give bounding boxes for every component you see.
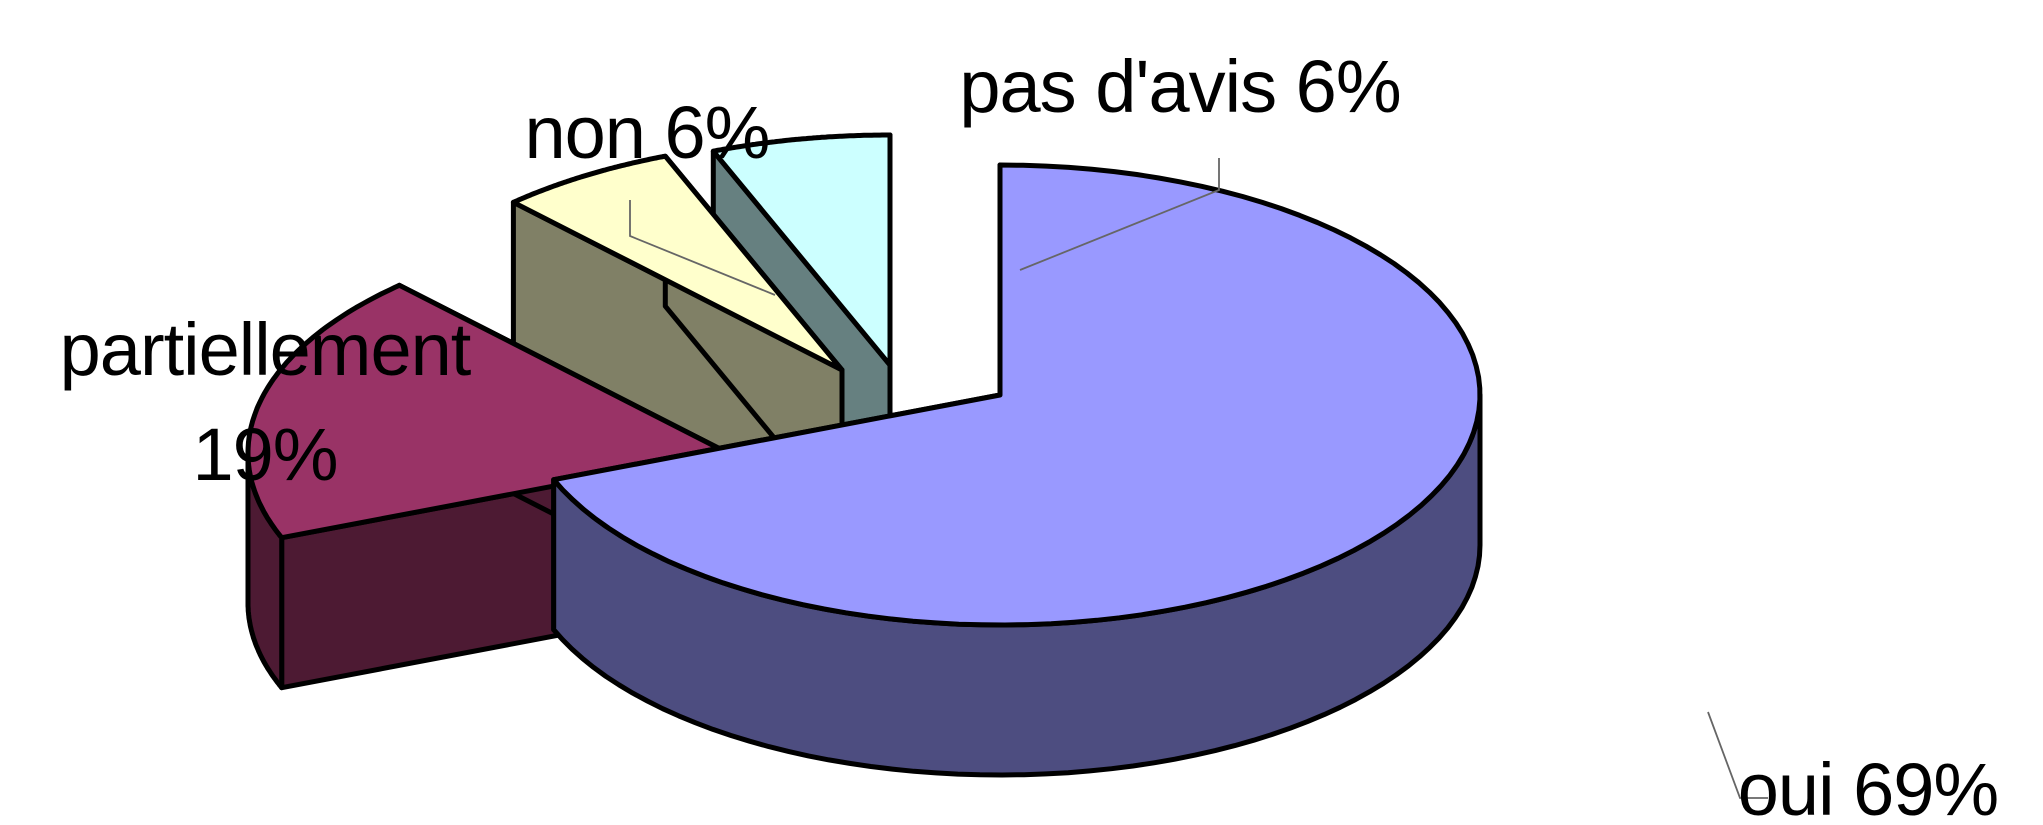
- slice-label-partiellement: partiellement: [60, 308, 472, 391]
- slices-layer: [245, 132, 1483, 778]
- leader-lines: [629, 158, 1768, 799]
- slice-top-oui: [551, 162, 1483, 628]
- slice-label-pas-davis: pas d'avis 6%: [959, 45, 1400, 128]
- leader-line-oui: [1707, 711, 1768, 799]
- leader-line-non: [629, 200, 776, 296]
- slice-label-partiellement-percent: 19%: [192, 413, 337, 496]
- leader-line-pas-davis: [1019, 158, 1220, 271]
- labels-layer: pas d'avis 6% non 6% partiellement 19% o…: [60, 45, 2000, 825]
- slice-top-non: [510, 153, 845, 373]
- slice-label-oui: oui 69%: [1738, 748, 1998, 825]
- slice-top-pasdavis: [710, 132, 893, 368]
- pie-slice-oui: [551, 162, 1483, 778]
- slice-label-non: non 6%: [525, 91, 770, 174]
